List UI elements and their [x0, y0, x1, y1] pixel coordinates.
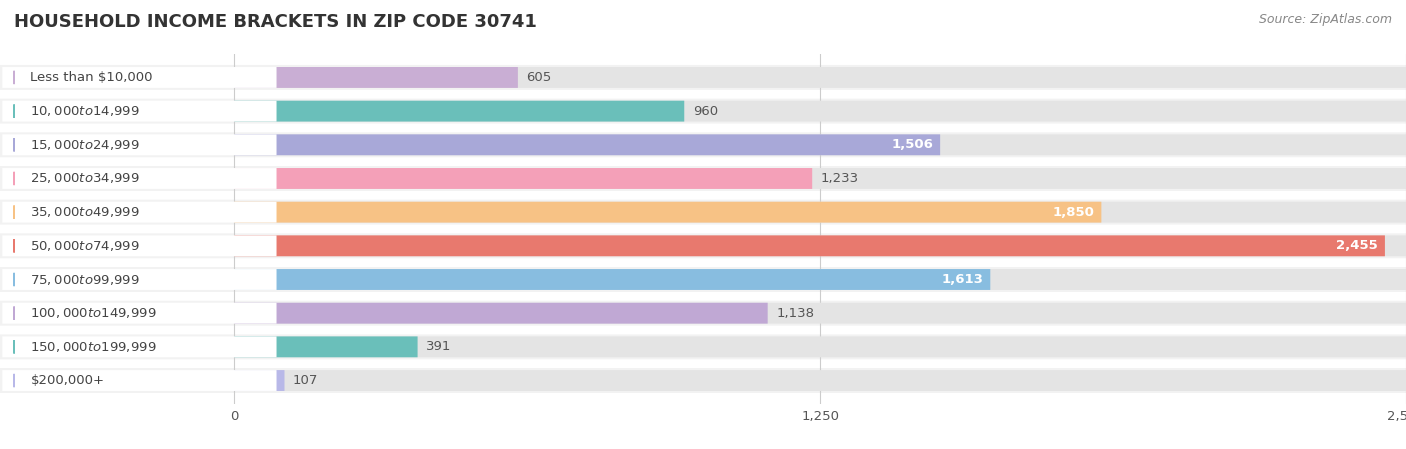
FancyBboxPatch shape [3, 370, 277, 391]
FancyBboxPatch shape [0, 233, 1406, 258]
Text: 2,455: 2,455 [1336, 239, 1378, 252]
Text: $25,000 to $34,999: $25,000 to $34,999 [31, 172, 141, 185]
FancyBboxPatch shape [3, 269, 277, 290]
Text: 605: 605 [526, 71, 551, 84]
FancyBboxPatch shape [3, 303, 277, 324]
Text: 1,850: 1,850 [1053, 206, 1094, 219]
Text: HOUSEHOLD INCOME BRACKETS IN ZIP CODE 30741: HOUSEHOLD INCOME BRACKETS IN ZIP CODE 30… [14, 13, 537, 31]
FancyBboxPatch shape [235, 269, 990, 290]
FancyBboxPatch shape [235, 67, 1406, 88]
Text: $100,000 to $149,999: $100,000 to $149,999 [31, 306, 157, 320]
FancyBboxPatch shape [3, 101, 277, 122]
FancyBboxPatch shape [0, 301, 1406, 326]
Text: 107: 107 [292, 374, 318, 387]
Text: 1,613: 1,613 [942, 273, 983, 286]
FancyBboxPatch shape [0, 65, 1406, 90]
FancyBboxPatch shape [235, 101, 685, 122]
FancyBboxPatch shape [235, 336, 418, 357]
Text: $10,000 to $14,999: $10,000 to $14,999 [31, 104, 141, 118]
FancyBboxPatch shape [0, 200, 1406, 224]
Text: Less than $10,000: Less than $10,000 [31, 71, 153, 84]
FancyBboxPatch shape [235, 202, 1406, 223]
FancyBboxPatch shape [235, 168, 1406, 189]
FancyBboxPatch shape [3, 67, 277, 88]
Text: $150,000 to $199,999: $150,000 to $199,999 [31, 340, 157, 354]
FancyBboxPatch shape [3, 235, 277, 256]
FancyBboxPatch shape [0, 132, 1406, 157]
Text: $75,000 to $99,999: $75,000 to $99,999 [31, 273, 141, 286]
FancyBboxPatch shape [235, 67, 517, 88]
Text: $35,000 to $49,999: $35,000 to $49,999 [31, 205, 141, 219]
FancyBboxPatch shape [3, 134, 277, 155]
FancyBboxPatch shape [235, 235, 1406, 256]
FancyBboxPatch shape [235, 370, 284, 391]
Text: 1,233: 1,233 [821, 172, 859, 185]
FancyBboxPatch shape [235, 303, 768, 324]
Text: $200,000+: $200,000+ [31, 374, 104, 387]
FancyBboxPatch shape [235, 168, 813, 189]
FancyBboxPatch shape [235, 370, 1406, 391]
FancyBboxPatch shape [235, 235, 1385, 256]
FancyBboxPatch shape [0, 335, 1406, 359]
Text: $50,000 to $74,999: $50,000 to $74,999 [31, 239, 141, 253]
FancyBboxPatch shape [235, 101, 1406, 122]
FancyBboxPatch shape [235, 202, 1101, 223]
FancyBboxPatch shape [235, 336, 1406, 357]
Text: 391: 391 [426, 340, 451, 353]
FancyBboxPatch shape [0, 166, 1406, 191]
FancyBboxPatch shape [235, 303, 1406, 324]
FancyBboxPatch shape [235, 134, 1406, 155]
Text: 1,506: 1,506 [891, 138, 934, 151]
Text: Source: ZipAtlas.com: Source: ZipAtlas.com [1258, 13, 1392, 26]
FancyBboxPatch shape [235, 269, 1406, 290]
Text: 1,138: 1,138 [776, 307, 814, 320]
FancyBboxPatch shape [3, 202, 277, 223]
FancyBboxPatch shape [0, 368, 1406, 393]
Text: $15,000 to $24,999: $15,000 to $24,999 [31, 138, 141, 152]
FancyBboxPatch shape [0, 99, 1406, 123]
FancyBboxPatch shape [3, 168, 277, 189]
FancyBboxPatch shape [0, 267, 1406, 292]
FancyBboxPatch shape [235, 134, 941, 155]
Text: 960: 960 [693, 105, 718, 118]
FancyBboxPatch shape [3, 336, 277, 357]
